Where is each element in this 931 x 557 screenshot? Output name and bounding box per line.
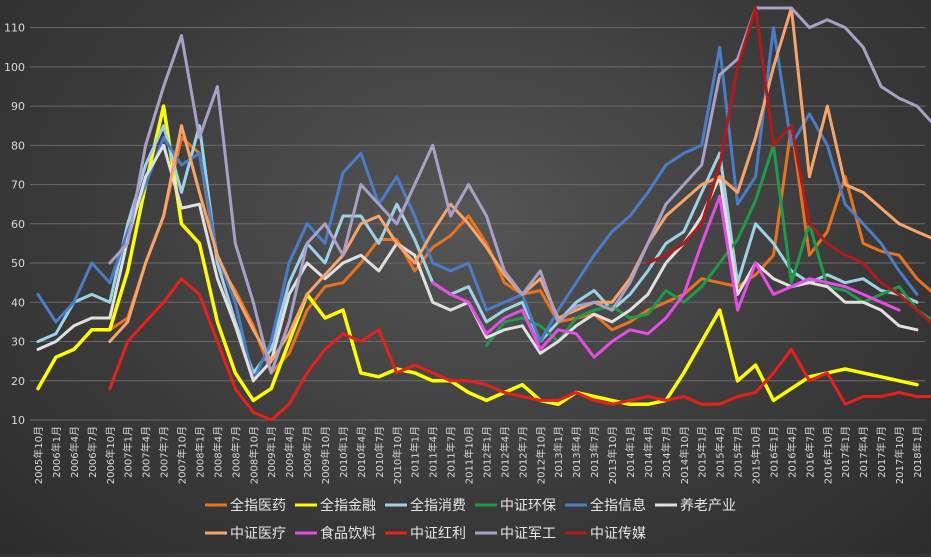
y-tick-label: 100 [4, 61, 25, 74]
legend-item: 全指信息 [565, 497, 646, 514]
x-tick-label: 2007年1月 [122, 426, 135, 478]
legend-item: 中证传媒 [565, 526, 646, 542]
legend-item: 全指消费 [385, 497, 466, 514]
x-tick-label: 2009年1月 [265, 426, 278, 478]
x-tick-label: 2014年1月 [624, 426, 637, 478]
x-tick-label: 2015年10月 [750, 426, 763, 484]
x-tick-label: 2009年7月 [301, 426, 314, 478]
legend-label: 中证传媒 [590, 526, 646, 542]
x-tick-label: 2006年4月 [68, 426, 81, 478]
x-tick-label: 2017年4月 [857, 426, 870, 478]
x-tick-label: 2014年10月 [678, 426, 691, 484]
series-lines [38, 8, 931, 420]
x-tick-label: 2015年4月 [714, 426, 727, 478]
x-tick-label: 2009年4月 [283, 426, 296, 478]
legend-label: 食品饮料 [320, 525, 376, 542]
x-tick-label: 2008年1月 [193, 426, 206, 478]
y-tick-label: 110 [4, 22, 25, 35]
x-tick-label: 2014年7月 [660, 426, 673, 478]
x-tick-label: 2013年4月 [570, 426, 583, 478]
x-tick-label: 2006年7月 [86, 426, 99, 478]
x-tick-label: 2005年10月 [32, 426, 45, 484]
x-tick-label: 2014年4月 [642, 426, 655, 478]
legend-label: 中证军工 [500, 526, 556, 542]
legend-item: 中证红利 [385, 526, 466, 542]
legend-item: 全指医药 [205, 497, 286, 514]
x-tick-label: 2007年7月 [158, 426, 171, 478]
y-tick-label: 20 [11, 375, 25, 388]
x-tick-label: 2016年4月 [785, 426, 798, 478]
x-tick-label: 2013年7月 [588, 426, 601, 478]
x-tick-label: 2010年4月 [355, 426, 368, 478]
y-tick-label: 80 [11, 139, 25, 152]
x-tick-label: 2010年7月 [373, 426, 386, 478]
x-tick-label: 2011年10月 [463, 426, 476, 484]
legend-label: 中证医疗 [230, 526, 286, 542]
x-tick-label: 2013年10月 [606, 426, 619, 484]
x-tick-label: 2008年10月 [247, 426, 260, 484]
legend-label: 养老产业 [680, 498, 736, 514]
x-tick-label: 2018年1月 [911, 426, 924, 478]
y-tick-label: 30 [11, 336, 25, 349]
legend-item: 养老产业 [655, 498, 736, 514]
y-tick-label: 70 [11, 179, 25, 192]
x-tick-label: 2016年7月 [803, 426, 816, 478]
x-tick-label: 2013年1月 [552, 426, 565, 478]
x-tick-label: 2006年10月 [104, 426, 117, 484]
x-tick-label: 2015年7月 [732, 426, 745, 478]
x-tick-label: 2007年4月 [140, 426, 153, 478]
x-tick-label: 2012年10月 [534, 426, 547, 484]
x-tick-label: 2008年7月 [229, 426, 242, 478]
y-tick-label: 90 [11, 100, 25, 113]
x-tick-label: 2011年4月 [427, 426, 440, 478]
x-tick-label: 2017年10月 [893, 426, 906, 484]
x-tick-label: 2006年1月 [50, 426, 63, 478]
legend-item: 全指金融 [295, 497, 376, 514]
series-line-5 [38, 28, 917, 381]
x-tick-label: 2012年4月 [498, 426, 511, 478]
x-tick-label: 2016年10月 [821, 426, 834, 484]
legend-label: 全指医药 [230, 497, 286, 514]
legend-label: 全指金融 [320, 497, 376, 514]
y-tick-label: 40 [11, 296, 25, 309]
y-tick-label: 10 [11, 414, 25, 427]
y-tick-label: 50 [11, 257, 25, 270]
x-tick-label: 2016年1月 [767, 426, 780, 478]
y-tick-label: 60 [11, 218, 25, 231]
legend-label: 全指信息 [590, 497, 646, 514]
legend-item: 中证环保 [475, 498, 556, 514]
x-tick-label: 2010年1月 [337, 426, 350, 478]
x-tick-label: 2011年7月 [445, 426, 458, 478]
x-tick-label: 2012年1月 [480, 426, 493, 478]
legend-item: 食品饮料 [295, 525, 376, 542]
x-tick-label: 2009年10月 [319, 426, 332, 484]
x-tick-label: 2008年4月 [211, 426, 224, 478]
x-tick-label: 2012年7月 [516, 426, 529, 478]
legend-label: 中证环保 [500, 498, 556, 514]
legend-item: 中证医疗 [205, 526, 286, 542]
legend-label: 中证红利 [410, 526, 466, 542]
x-tick-label: 2011年1月 [409, 426, 422, 478]
y-axis-ticks: 10 20 30 40 50 60 70 80 90 100 110 [4, 22, 25, 427]
x-axis-ticks: 2005年10月 2006年1月 2006年4月 2006年7月 2006年10月 200… [32, 426, 924, 484]
x-tick-label: 2017年7月 [875, 426, 888, 478]
legend-label: 全指消费 [410, 497, 466, 514]
x-tick-label: 2017年1月 [839, 426, 852, 478]
x-tick-label: 2007年10月 [176, 426, 189, 484]
x-tick-label: 2010年10月 [391, 426, 404, 484]
x-tick-label: 2015年1月 [696, 426, 709, 478]
legend-item: 中证军工 [475, 526, 556, 542]
